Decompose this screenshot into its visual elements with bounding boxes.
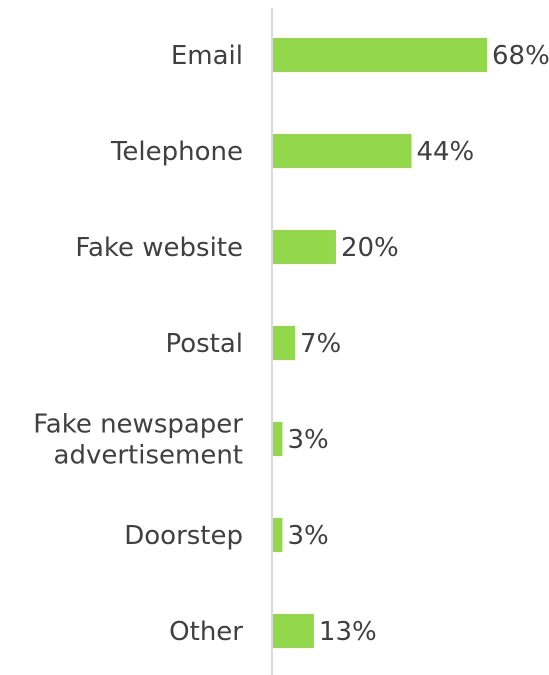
bars (273, 38, 487, 648)
category-label-line: Fake newspaper (33, 410, 243, 440)
category-label-line: advertisement (54, 441, 243, 471)
value-label: 7% (300, 329, 341, 359)
category-label-line: Telephone (110, 137, 243, 167)
category-label: Doorstep (124, 521, 243, 551)
category-label-line: Other (169, 617, 243, 647)
bar (273, 326, 296, 360)
category-label-line: Fake website (75, 233, 243, 263)
category-label: Fake newspaper advertisement (33, 410, 243, 471)
category-label: Other (169, 617, 243, 647)
value-label: 44% (416, 137, 474, 167)
category-label-line: Postal (165, 329, 243, 359)
bar (273, 134, 412, 168)
category-labels: Email Telephone Fake website Postal Fake new… (33, 41, 243, 647)
value-labels: 68% 44% 20% 7% 3% 3% 13% (287, 41, 549, 647)
category-label: Email (171, 41, 243, 71)
category-label: Fake website (75, 233, 243, 263)
bar (273, 230, 336, 264)
category-label-line: Doorstep (124, 521, 243, 551)
category-label: Telephone (110, 137, 243, 167)
value-label: 20% (341, 233, 399, 263)
value-label: 13% (319, 617, 377, 647)
bar (273, 422, 283, 456)
value-label: 68% (492, 41, 549, 71)
bar (273, 38, 487, 72)
bar (273, 518, 283, 552)
value-label: 3% (287, 521, 328, 551)
category-label-line: Email (171, 41, 243, 71)
value-label: 3% (287, 425, 328, 455)
category-label: Postal (165, 329, 243, 359)
bar (273, 614, 314, 648)
